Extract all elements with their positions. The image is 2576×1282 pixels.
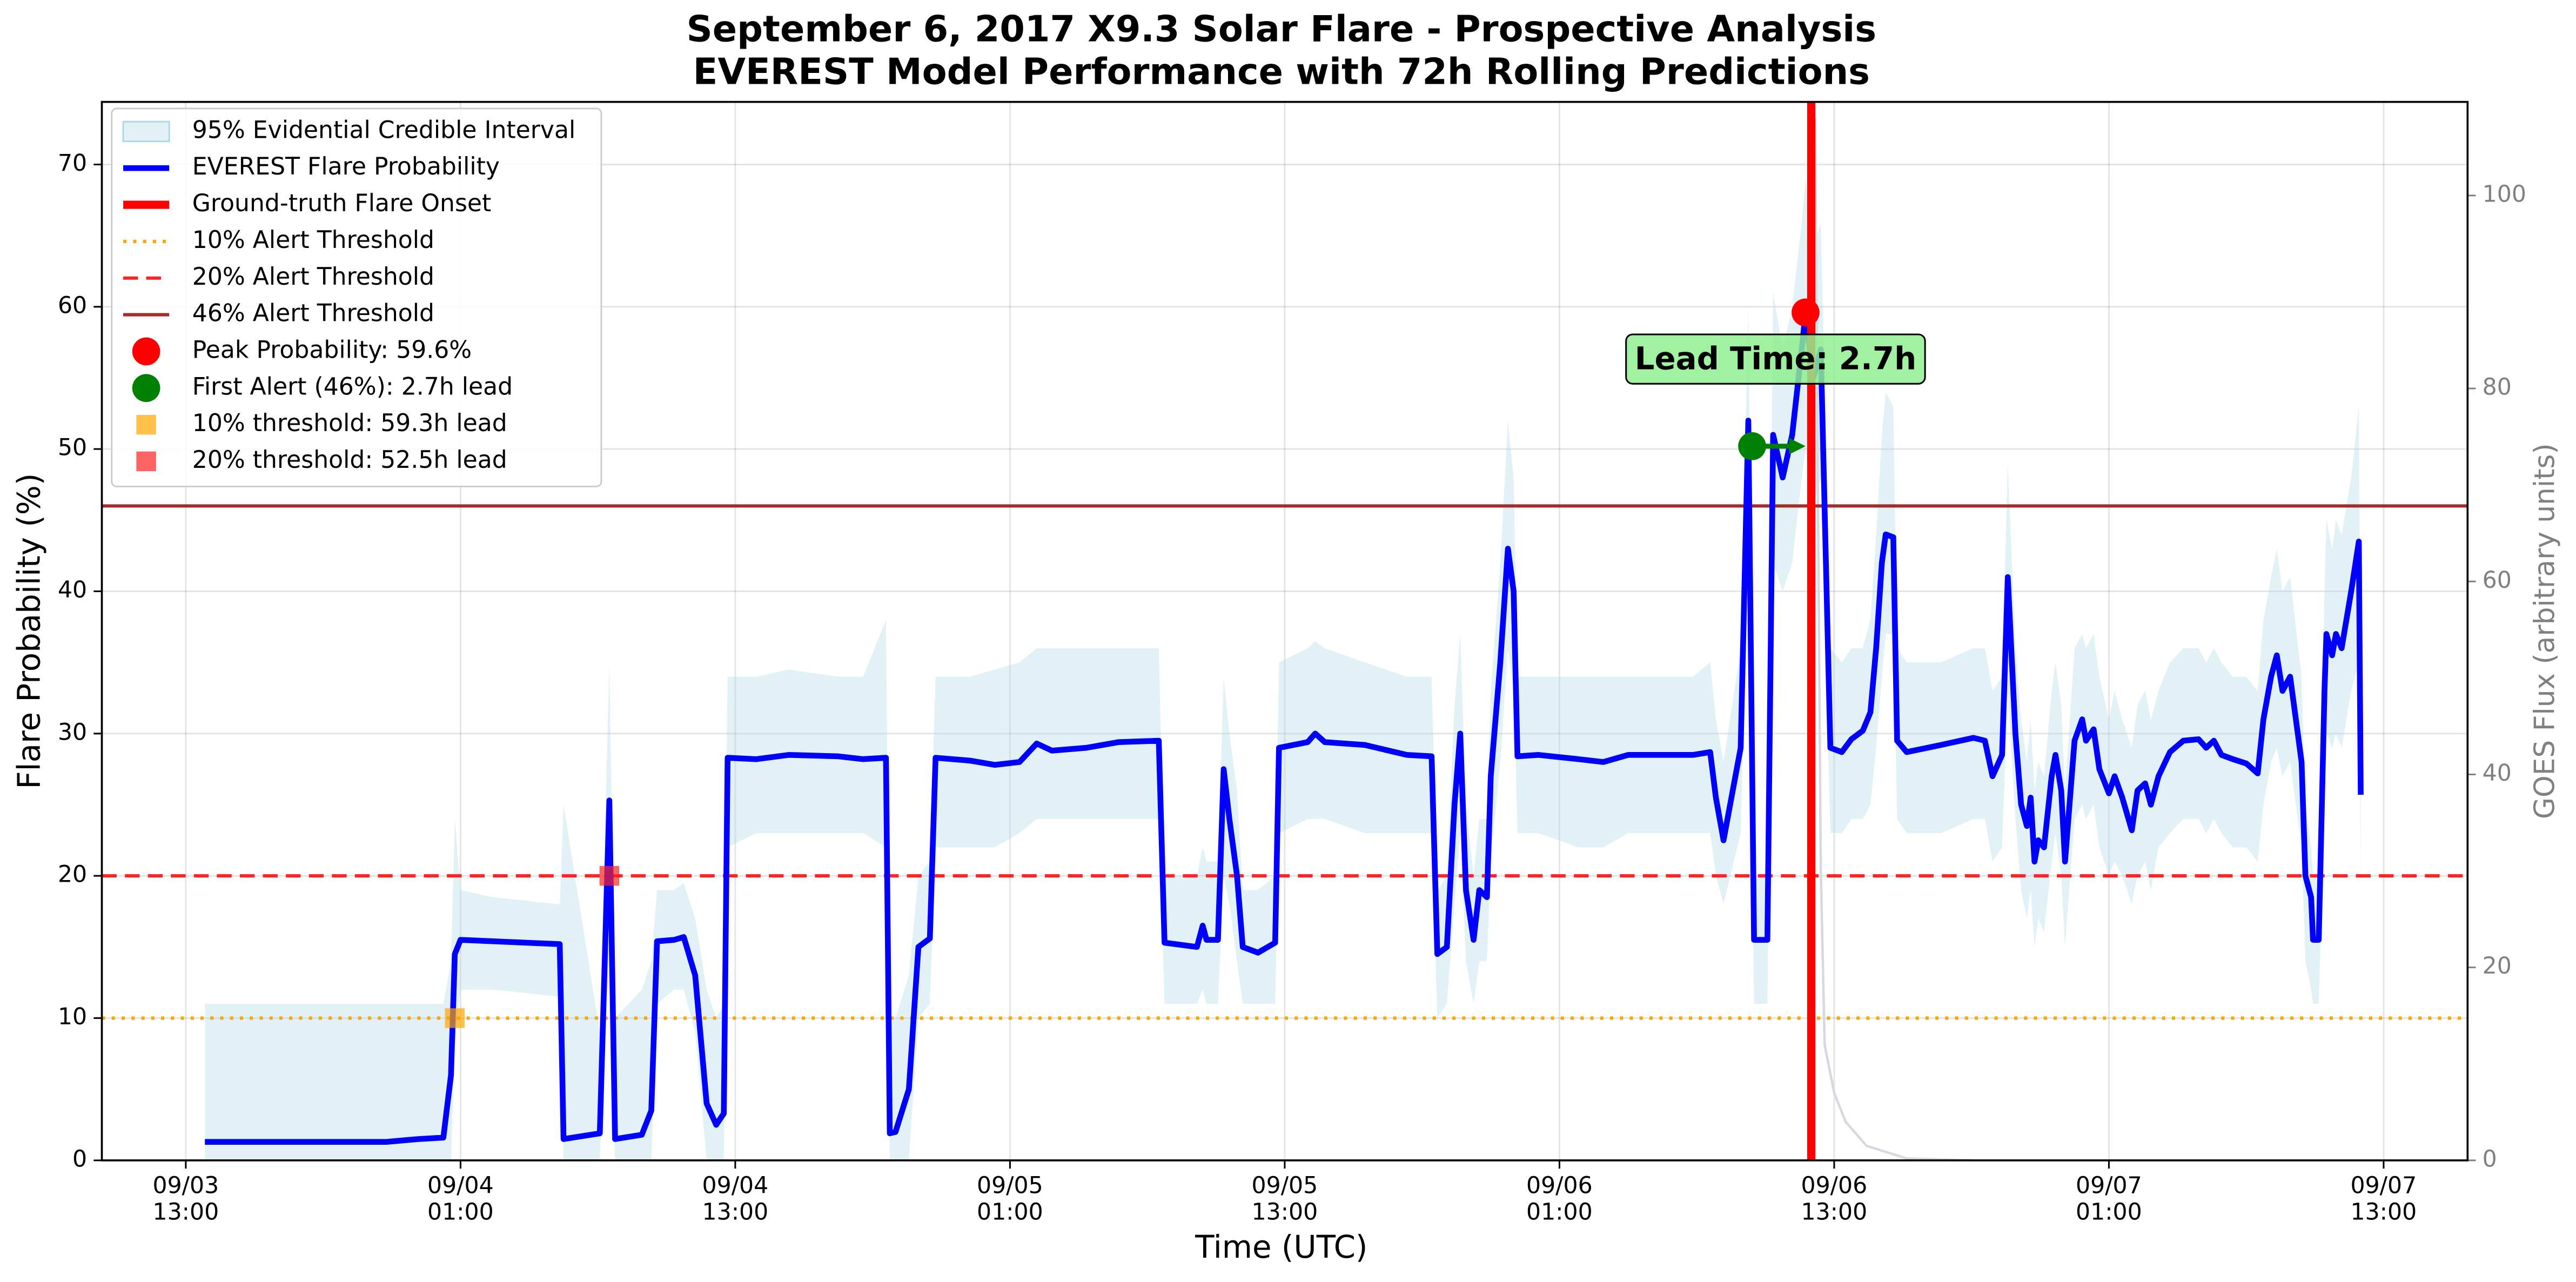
x-tick-label: 09/07 01:00	[2076, 1173, 2142, 1226]
legend-label: 10% Alert Threshold	[192, 226, 434, 254]
legend-swatch	[122, 120, 170, 143]
x-tick-label: 09/06 01:00	[1526, 1173, 1593, 1226]
x-tick-label-box: 09/05 01:00	[977, 1173, 1043, 1226]
y2-tick-label: 20	[2483, 952, 2512, 979]
legend-label: First Alert (46%): 2.7h lead	[192, 373, 513, 400]
point-marker	[1792, 298, 1820, 327]
y-axis-label: Flare Probability (%)	[10, 473, 47, 789]
y-tick-label: 70	[58, 150, 87, 177]
x-tick-label-box: 09/04 01:00	[427, 1173, 494, 1226]
x-tick-label-box: 09/04 13:00	[702, 1173, 769, 1226]
legend-label: 20% Alert Threshold	[192, 263, 434, 291]
x-tick-label-box: 09/05 13:00	[1251, 1173, 1318, 1226]
point-marker	[136, 451, 156, 472]
y2-tick-label: 60	[2483, 567, 2512, 594]
annotation-box	[1625, 333, 1926, 385]
x-tick-label-box: 09/07 13:00	[2350, 1173, 2417, 1226]
plot-frame	[100, 100, 2469, 1162]
y-tick-label: 0	[72, 1145, 87, 1172]
lead-time-arrowhead	[1789, 438, 1806, 455]
x-tick-label: 09/04 13:00	[702, 1173, 769, 1226]
legend-label: Ground-truth Flare Onset	[192, 190, 492, 217]
legend-label: 10% threshold: 59.3h lead	[192, 410, 507, 437]
legend-label: 95% Evidential Credible Interval	[192, 116, 576, 144]
legend-box	[111, 108, 602, 488]
x-tick-label-box: 09/07 01:00	[2076, 1173, 2142, 1226]
legend-label: Peak Probability: 59.6%	[192, 336, 472, 364]
point-marker	[136, 414, 156, 435]
legend: 95% Evidential Credible Interval EVEREST …	[111, 108, 602, 488]
y2-tick-label: 80	[2483, 374, 2512, 401]
point-marker	[445, 1008, 465, 1028]
x-tick-label: 09/04 01:00	[427, 1173, 494, 1226]
legend-label: EVEREST Flare Probability	[192, 153, 500, 180]
x-axis-label: Time (UTC)	[1195, 1229, 1367, 1265]
legend-label: 20% threshold: 52.5h lead	[192, 446, 507, 474]
x-tick-label: 09/06 13:00	[1801, 1173, 1868, 1226]
annotation-text: Lead Time: 2.7h	[1635, 340, 1917, 377]
y-tick-label: 30	[58, 719, 87, 746]
x-tick-label-box: 09/06 13:00	[1801, 1173, 1868, 1226]
goes-flux-line	[1814, 118, 1974, 1160]
y-tick-label: 50	[58, 434, 87, 461]
y-tick-label: 20	[58, 861, 87, 888]
point-marker	[132, 337, 160, 366]
x-tick-label: 09/07 13:00	[2350, 1173, 2417, 1226]
y-tick-label: 60	[58, 292, 87, 319]
y-tick-label: 10	[58, 1003, 87, 1030]
x-tick-label: 09/05 13:00	[1251, 1173, 1318, 1226]
y2-axis-label: GOES Flux (arbitrary units)	[2528, 443, 2561, 819]
x-tick-label-box: 09/06 01:00	[1526, 1173, 1593, 1226]
chart-title: September 6, 2017 X9.3 Solar Flare - Pro…	[687, 8, 1876, 50]
chart-subtitle: EVEREST Model Performance with 72h Rolli…	[693, 50, 1870, 92]
y2-tick-label: 100	[2483, 180, 2526, 207]
point-marker	[132, 374, 160, 402]
y2-tick-label: 40	[2483, 760, 2512, 787]
y2-tick-label: 0	[2483, 1145, 2497, 1172]
legend-label: 46% Alert Threshold	[192, 300, 434, 327]
y-tick-label: 40	[58, 576, 87, 603]
probability-line	[205, 310, 2364, 1145]
x-tick-label: 09/05 01:00	[977, 1173, 1043, 1226]
x-tick-label: 09/03 13:00	[152, 1173, 219, 1226]
point-marker	[599, 865, 620, 886]
x-tick-label-box: 09/03 13:00	[152, 1173, 219, 1226]
point-marker	[1738, 432, 1766, 460]
plot-area	[102, 102, 2468, 1160]
